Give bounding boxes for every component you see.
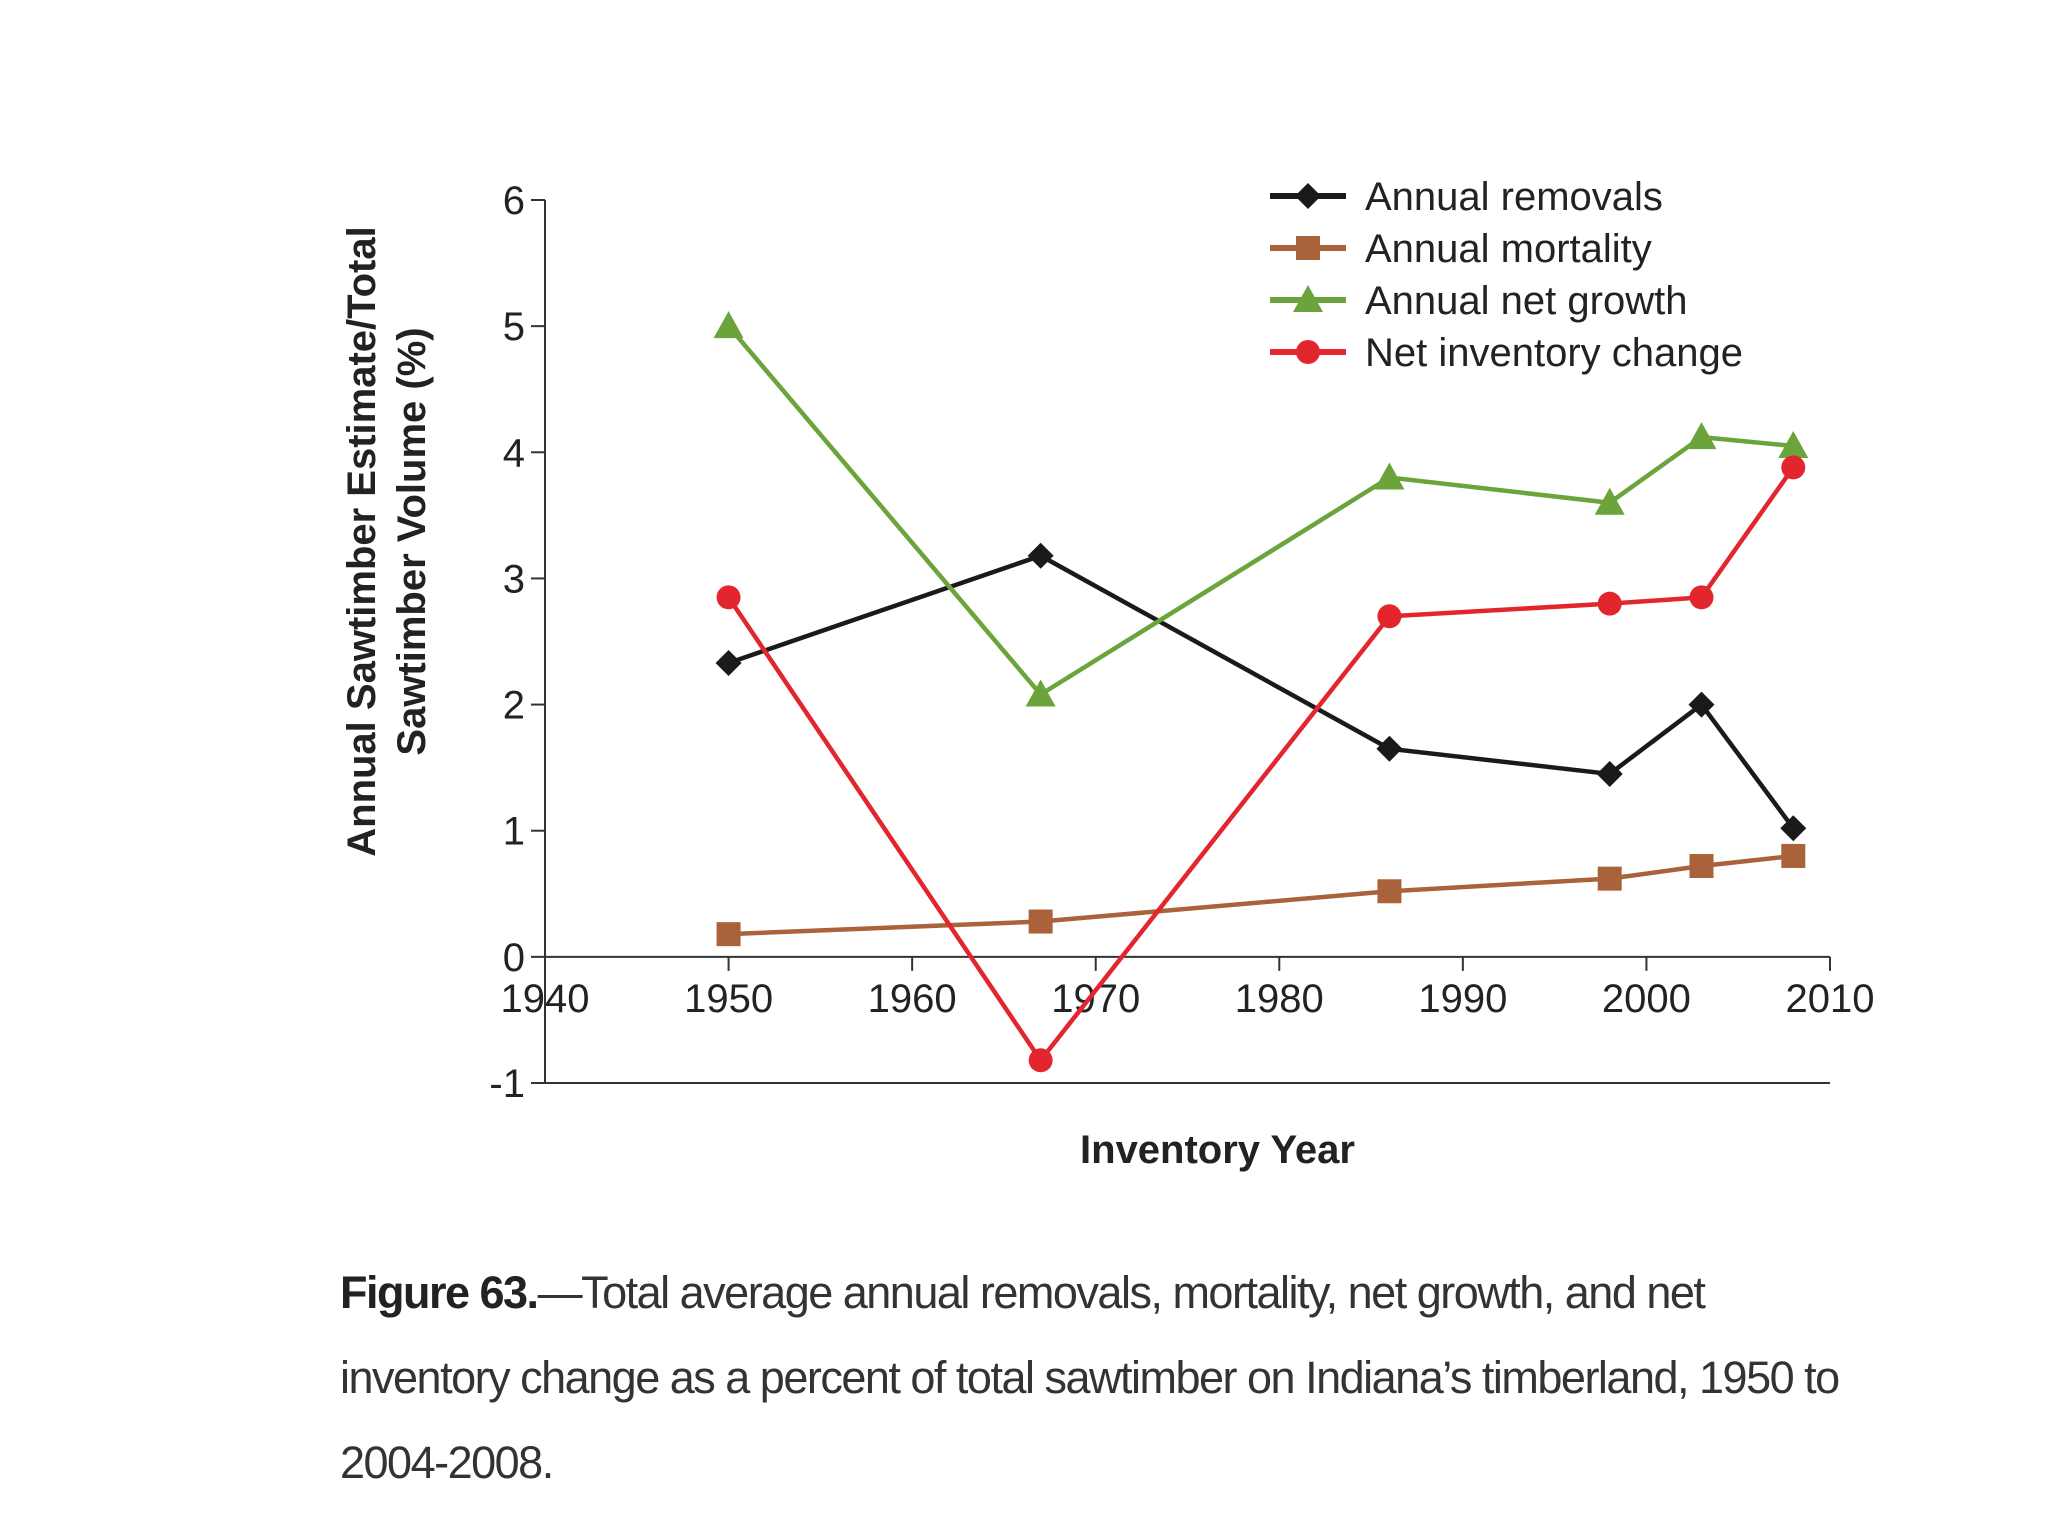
y-axis-title-line: Annual Sawtimber Estimate/Total bbox=[340, 226, 384, 857]
series-line-annual-removals bbox=[727, 553, 1796, 830]
legend-label-annual-removals: Annual removals bbox=[1365, 175, 1663, 219]
legend-label-annual-mortality: Annual mortality bbox=[1365, 227, 1652, 271]
y-axis-title: Annual Sawtimber Estimate/Total Sawtimber… bbox=[340, 226, 434, 857]
line-chart: -1 0 1 2 3 4 5 6 1940 1950 1960 1970 1980 1990 2000 201… bbox=[340, 175, 1875, 1172]
x-tick-label: 2000 bbox=[1602, 977, 1691, 1021]
data-point-annual-mortality bbox=[1781, 843, 1806, 868]
y-tick-label: -1 bbox=[489, 1062, 525, 1106]
series-annual-mortality bbox=[716, 843, 1806, 947]
data-point-net-inventory-change bbox=[1377, 604, 1402, 629]
series-annual-removals bbox=[715, 542, 1807, 842]
data-point-annual-net-growth bbox=[1374, 462, 1405, 490]
y-tick-label: 3 bbox=[503, 557, 525, 601]
data-point-annual-net-growth bbox=[1594, 487, 1625, 515]
data-point-annual-mortality bbox=[1689, 854, 1714, 879]
x-tick-label: 1990 bbox=[1418, 977, 1507, 1021]
data-point-annual-mortality bbox=[1377, 879, 1402, 904]
series-annual-net-growth bbox=[713, 311, 1809, 707]
x-tick-label: 1940 bbox=[501, 977, 590, 1021]
figure-caption: Figure 63.—Total average annual removals… bbox=[340, 1250, 1860, 1505]
x-tick-label: 1980 bbox=[1235, 977, 1324, 1021]
data-point-annual-net-growth bbox=[1025, 679, 1056, 707]
legend-marker-annual-removals bbox=[1295, 183, 1321, 209]
y-tick-label: 2 bbox=[503, 684, 525, 728]
data-point-annual-net-growth bbox=[1686, 422, 1717, 450]
legend-marker-annual-net-growth bbox=[1293, 285, 1323, 312]
legend-marker-net-inventory-change bbox=[1296, 340, 1320, 364]
series-line-net-inventory-change bbox=[726, 466, 1796, 1063]
legend-label-net-inventory-change: Net inventory change bbox=[1365, 331, 1743, 375]
series-line-annual-mortality bbox=[728, 853, 1794, 937]
data-point-net-inventory-change bbox=[1028, 1048, 1053, 1073]
x-tick-label: 1950 bbox=[684, 977, 773, 1021]
data-point-net-inventory-change bbox=[716, 585, 741, 610]
data-point-net-inventory-change bbox=[1781, 455, 1806, 480]
data-point-annual-net-growth bbox=[713, 311, 744, 339]
data-point-annual-removals bbox=[1780, 815, 1807, 842]
data-point-annual-removals bbox=[1596, 760, 1623, 787]
data-point-annual-mortality bbox=[1028, 909, 1053, 934]
data-point-annual-mortality bbox=[1597, 866, 1622, 891]
y-tick-label: 6 bbox=[503, 179, 525, 223]
data-point-annual-removals bbox=[1688, 691, 1715, 718]
series-net-inventory-change bbox=[716, 455, 1806, 1073]
series-line-annual-net-growth bbox=[726, 324, 1794, 697]
legend: Annual removals Annual mortality Annual ne… bbox=[1270, 175, 1743, 375]
data-point-net-inventory-change bbox=[1689, 585, 1714, 610]
legend-marker-annual-mortality bbox=[1296, 236, 1320, 260]
figure-caption-text: —Total average annual removals, mortalit… bbox=[340, 1267, 1840, 1488]
x-tick-label: 2010 bbox=[1786, 977, 1875, 1021]
y-tick-label: 0 bbox=[503, 936, 525, 980]
x-tick-label: 1960 bbox=[868, 977, 957, 1021]
data-point-annual-removals bbox=[715, 649, 742, 676]
x-tick-label: 1970 bbox=[1051, 977, 1140, 1021]
legend-label-annual-net-growth: Annual net growth bbox=[1365, 279, 1687, 323]
x-axis-title: Inventory Year bbox=[1080, 1128, 1355, 1172]
y-tick-label: 4 bbox=[503, 431, 525, 475]
data-point-annual-net-growth bbox=[1778, 430, 1809, 458]
data-point-annual-removals bbox=[1376, 735, 1403, 762]
data-point-annual-removals bbox=[1027, 542, 1054, 569]
y-tick-label: 1 bbox=[503, 810, 525, 854]
figure-caption-label: Figure 63. bbox=[340, 1267, 539, 1318]
data-point-net-inventory-change bbox=[1597, 591, 1622, 616]
data-point-annual-mortality bbox=[716, 922, 741, 947]
y-axis-title-line: Sawtimber Volume (%) bbox=[390, 327, 434, 755]
y-tick-label: 5 bbox=[503, 305, 525, 349]
